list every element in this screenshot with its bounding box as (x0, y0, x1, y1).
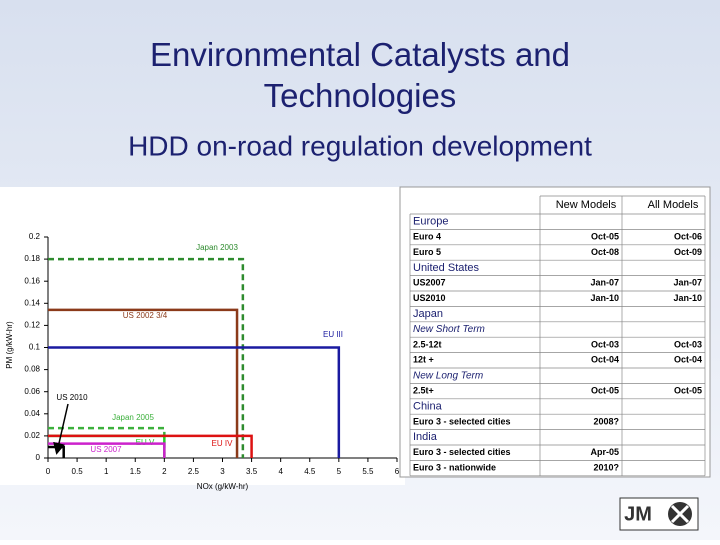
x-tick-label: 2.5 (188, 467, 200, 476)
x-tick-label: 2 (162, 467, 167, 476)
title-line: Environmental Catalysts and Technologies (150, 36, 570, 114)
cell: Oct-08 (591, 247, 619, 257)
cell: Oct-09 (674, 247, 702, 257)
series-label: US 2002 3/4 (123, 311, 168, 320)
x-tick-label: 4 (278, 467, 283, 476)
y-tick-label: 0.06 (24, 387, 40, 396)
x-tick-label: 1.5 (130, 467, 142, 476)
row-label: Euro 5 (413, 247, 441, 257)
y-tick-label: 0.16 (24, 276, 40, 285)
group-heading: United States (413, 262, 480, 274)
chart-area (0, 187, 405, 485)
series-label: Japan 2005 (112, 413, 154, 422)
cell: Jan-10 (590, 293, 619, 303)
y-tick-label: 0.14 (24, 298, 40, 307)
series-label: EU IV (212, 439, 234, 448)
column-header: All Models (648, 199, 699, 211)
x-tick-label: 0 (46, 467, 51, 476)
cell: Oct-03 (591, 339, 619, 349)
cell: 2010? (593, 462, 619, 472)
row-label: US2007 (413, 278, 446, 288)
subheading: New Long Term (413, 370, 483, 381)
regulation-limit (48, 434, 253, 458)
y-tick-label: 0 (36, 453, 41, 462)
series-label: US 2010 (56, 393, 88, 402)
subtitle: HDD on-road regulation development (128, 130, 592, 161)
table: New Models All Models Europe Euro 4 Oct-05 Oc… (409, 195, 706, 477)
y-tick-label: 0.08 (24, 365, 40, 374)
cell: Oct-04 (591, 355, 619, 365)
y-tick-label: 0.2 (29, 232, 41, 241)
regulation-limit (48, 346, 341, 458)
row-label: 12t + (413, 355, 434, 365)
group-heading: Japan (413, 308, 443, 320)
y-tick-label: 0.02 (24, 431, 40, 440)
row-label: 2.5-12t (413, 339, 442, 349)
subheading: New Short Term (413, 324, 485, 335)
x-tick-label: 0.5 (72, 467, 84, 476)
cell: Oct-06 (674, 231, 702, 241)
regulation-limit (48, 442, 166, 458)
row-label: Euro 3 - selected cities (413, 447, 511, 457)
series-label: Japan 2003 (196, 243, 238, 252)
row-label: US2010 (413, 293, 446, 303)
cell: Jan-07 (673, 278, 702, 288)
column-header: New Models (556, 199, 617, 211)
table-area (399, 186, 711, 478)
cell: Jan-10 (673, 293, 702, 303)
group-heading: China (413, 400, 443, 412)
row-label: 2.5t+ (413, 385, 434, 395)
y-tick-label: 0.1 (29, 343, 41, 352)
regulation-limit (48, 308, 239, 458)
arrow (53, 403, 69, 455)
cell: Oct-03 (674, 339, 702, 349)
y-tick-label: 0.04 (24, 409, 40, 418)
x-tick-label: 5.5 (362, 467, 374, 476)
cell: Oct-05 (591, 231, 619, 241)
y-tick-label: 0.18 (24, 254, 40, 263)
cell: Oct-04 (674, 355, 702, 365)
cell: Jan-07 (590, 278, 619, 288)
cell: Apr-05 (590, 447, 619, 457)
group-heading: Europe (413, 216, 448, 228)
group-heading: India (413, 431, 438, 443)
row-label: Euro 4 (413, 231, 441, 241)
series-label: US 2007 (90, 445, 122, 454)
row-label: Euro 3 - selected cities (413, 416, 511, 426)
x-tick-label: 6 (395, 467, 400, 476)
y-tick-label: 0.12 (24, 321, 40, 330)
logo: JM (624, 503, 652, 525)
x-tick-label: 3.5 (246, 467, 258, 476)
logo-mark (670, 504, 690, 524)
x-tick-label: 5 (337, 467, 342, 476)
x-tick-label: 4.5 (304, 467, 316, 476)
x-axis-label: NOx (g/kW-hr) (197, 482, 249, 491)
x-tick-label: 3 (220, 467, 225, 476)
y-axis-label: PM (g/kW-hr) (5, 321, 14, 369)
regulation-limit (48, 257, 245, 458)
chart: 0 0.02 0.04 0.06 0.08 0.1 0.12 0.14 0.16 0.18 0.2 0… (5, 232, 400, 491)
row-label: Euro 3 - nationwide (413, 462, 496, 472)
cell: Oct-05 (674, 385, 702, 395)
cell: Oct-05 (591, 385, 619, 395)
x-tick-label: 1 (104, 467, 109, 476)
series-label: EU III (323, 330, 343, 339)
cell: 2008? (593, 416, 619, 426)
